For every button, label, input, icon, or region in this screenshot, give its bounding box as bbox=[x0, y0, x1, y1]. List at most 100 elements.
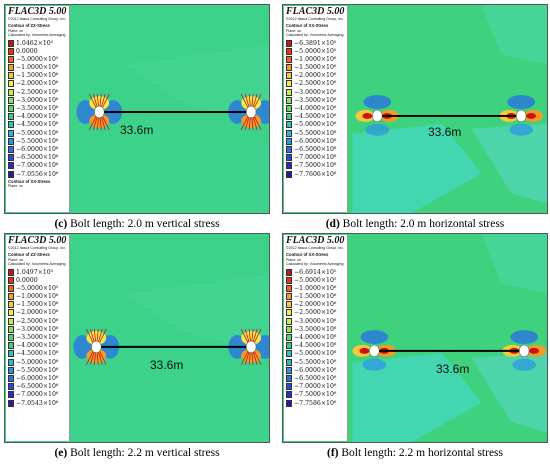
legend-value: −6.5000×10⁶ bbox=[294, 145, 337, 153]
legend-value: −5.0000×10⁵ bbox=[16, 55, 59, 63]
distance-label: 33.6m bbox=[436, 362, 470, 376]
bolt-line bbox=[240, 328, 249, 344]
legend-value: −5.0000×10⁶ bbox=[294, 350, 337, 358]
legend-entry: −3.5000×10⁶ bbox=[286, 96, 345, 104]
legend-value: −7.0000×10⁶ bbox=[16, 162, 59, 170]
legend-value: −6.5000×10⁶ bbox=[16, 154, 59, 162]
legend-entry: −4.5000×10⁶ bbox=[8, 350, 67, 358]
legend-value: −3.5000×10⁶ bbox=[294, 325, 337, 333]
legend-swatch bbox=[8, 276, 14, 284]
legend-value: −5.0000×10⁵ bbox=[294, 276, 337, 284]
legend-swatch bbox=[286, 268, 292, 276]
legend-swatch bbox=[286, 391, 292, 399]
bolt-line bbox=[251, 94, 254, 109]
bolt-line bbox=[86, 328, 94, 344]
legend-swatch bbox=[286, 88, 292, 96]
legend-entry: −6.0000×10⁶ bbox=[8, 374, 67, 382]
caption-c: (c) Bolt length: 2.0 m vertical stress bbox=[4, 218, 270, 230]
legend-entry: −2.5000×10⁶ bbox=[286, 309, 345, 317]
legend-entry: −5.0000×10⁵ bbox=[286, 47, 345, 55]
legend-entry: −6.3891×10⁵ bbox=[286, 39, 345, 47]
legend-value: −1.5000×10⁶ bbox=[294, 293, 337, 301]
footer-contour-title: Contour of XX-Stress bbox=[8, 179, 51, 185]
bolt-line bbox=[97, 328, 103, 344]
stress-zone bbox=[471, 352, 547, 433]
legend-entry: −7.5000×10⁶ bbox=[286, 391, 345, 399]
legend-value: −3.0000×10⁶ bbox=[294, 317, 337, 325]
bolt-line bbox=[252, 328, 258, 344]
legend-entry: −4.5000×10⁶ bbox=[286, 113, 345, 121]
bolt-line bbox=[92, 115, 98, 130]
averaging-text: Calculated by: Volumetric Averaging bbox=[8, 261, 66, 266]
legend-swatch bbox=[286, 309, 292, 317]
legend-swatch bbox=[286, 399, 292, 407]
legend-entry: −5.0000×10⁵ bbox=[286, 276, 345, 284]
legend-entry: −5.0000×10⁶ bbox=[8, 129, 67, 137]
legend-swatch bbox=[8, 284, 14, 292]
legend-entry: −4.0000×10⁶ bbox=[286, 104, 345, 112]
stress-zone bbox=[352, 352, 482, 442]
contour-title: Contour of XX-Stress bbox=[286, 251, 329, 257]
legend-entry: −6.0000×10⁶ bbox=[8, 145, 67, 153]
legend-value: −3.0000×10⁶ bbox=[294, 88, 337, 96]
legend-entry: −7.7586×10⁶ bbox=[286, 399, 345, 407]
legend-entry: −3.0000×10⁶ bbox=[286, 88, 345, 96]
legend-entry: −7.0000×10⁶ bbox=[8, 162, 67, 170]
panel-e: FLAC3D 5.00 ©2012 Itasca Consulting Grou… bbox=[4, 233, 270, 443]
bolt-line bbox=[98, 328, 107, 344]
legend-swatch bbox=[286, 383, 292, 391]
legend-value: −5.5000×10⁶ bbox=[294, 358, 337, 366]
legend-entry: −2.0000×10⁶ bbox=[286, 72, 345, 80]
legend-swatch bbox=[286, 39, 292, 47]
legend-entry: −5.5000×10⁶ bbox=[8, 366, 67, 374]
legend-value: −1.5000×10⁶ bbox=[16, 72, 59, 80]
legend-swatch bbox=[286, 121, 292, 129]
legend-swatch bbox=[8, 383, 14, 391]
legend-value: 0.0000 bbox=[16, 47, 38, 55]
bolt-line bbox=[253, 115, 262, 130]
legend-swatch bbox=[8, 47, 14, 55]
legend-value: −2.5000×10⁶ bbox=[16, 88, 59, 96]
legend-swatch bbox=[8, 366, 14, 374]
legend-swatch bbox=[8, 170, 14, 178]
distance-label: 33.6m bbox=[120, 123, 154, 137]
bolt-line bbox=[248, 115, 251, 130]
caption-letter: (f) bbox=[327, 447, 339, 459]
bolt-line bbox=[244, 94, 250, 109]
legend-value: 0.0000 bbox=[16, 276, 38, 284]
legend-entry: −5.0000×10⁶ bbox=[286, 350, 345, 358]
legend-swatch bbox=[286, 301, 292, 309]
legend-value: −4.5000×10⁶ bbox=[294, 342, 337, 350]
roadway-opening-right bbox=[515, 109, 527, 123]
bolt-line bbox=[96, 350, 99, 365]
legend-entry: −7.0000×10⁶ bbox=[286, 383, 345, 391]
bolt-line bbox=[240, 115, 249, 130]
legend-value: −4.0000×10⁶ bbox=[294, 334, 337, 341]
averaging-text: Calculated by: Volumetric Averaging bbox=[8, 32, 66, 37]
roadway-opening-left bbox=[94, 105, 105, 119]
caption-e: (e) Bolt length: 2.2 m vertical stress bbox=[4, 447, 270, 459]
legend-f: FLAC3D 5.00 ©2012 Itasca Consulting Grou… bbox=[284, 235, 348, 441]
legend-entry: −1.0000×10⁶ bbox=[286, 284, 345, 292]
legend-swatch bbox=[286, 366, 292, 374]
legend-swatch bbox=[8, 391, 14, 399]
panel-d: FLAC3D 5.00 ©2012 Itasca Consulting Grou… bbox=[282, 4, 548, 214]
caption-d: (d) Bolt length: 2.0 m horizontal stress bbox=[282, 218, 548, 230]
legend-entry: −7.0000×10⁶ bbox=[8, 391, 67, 399]
legend-value: −6.6914×10⁵ bbox=[294, 268, 337, 276]
legend-value: −5.0000×10⁶ bbox=[294, 121, 337, 129]
legend-swatch bbox=[8, 293, 14, 301]
tension-zone bbox=[86, 331, 107, 345]
legend-value: −2.0000×10⁶ bbox=[294, 301, 337, 309]
legend-value: −6.0000×10⁶ bbox=[294, 366, 337, 374]
contour-title: Contour of ZZ-Stress bbox=[8, 251, 50, 257]
legend-value: −7.0000×10⁶ bbox=[294, 154, 337, 162]
legend-value: −4.0000×10⁶ bbox=[16, 113, 59, 121]
panel-f: FLAC3D 5.00 ©2012 Itasca Consulting Grou… bbox=[282, 233, 548, 443]
roadway-opening-left bbox=[369, 344, 380, 358]
legend-swatch bbox=[286, 374, 292, 382]
legend-entry: −6.5000×10⁶ bbox=[8, 154, 67, 162]
peak-stress-zone bbox=[526, 112, 537, 119]
legend-entry: −3.0000×10⁶ bbox=[8, 96, 67, 104]
legend-swatch bbox=[286, 113, 292, 121]
